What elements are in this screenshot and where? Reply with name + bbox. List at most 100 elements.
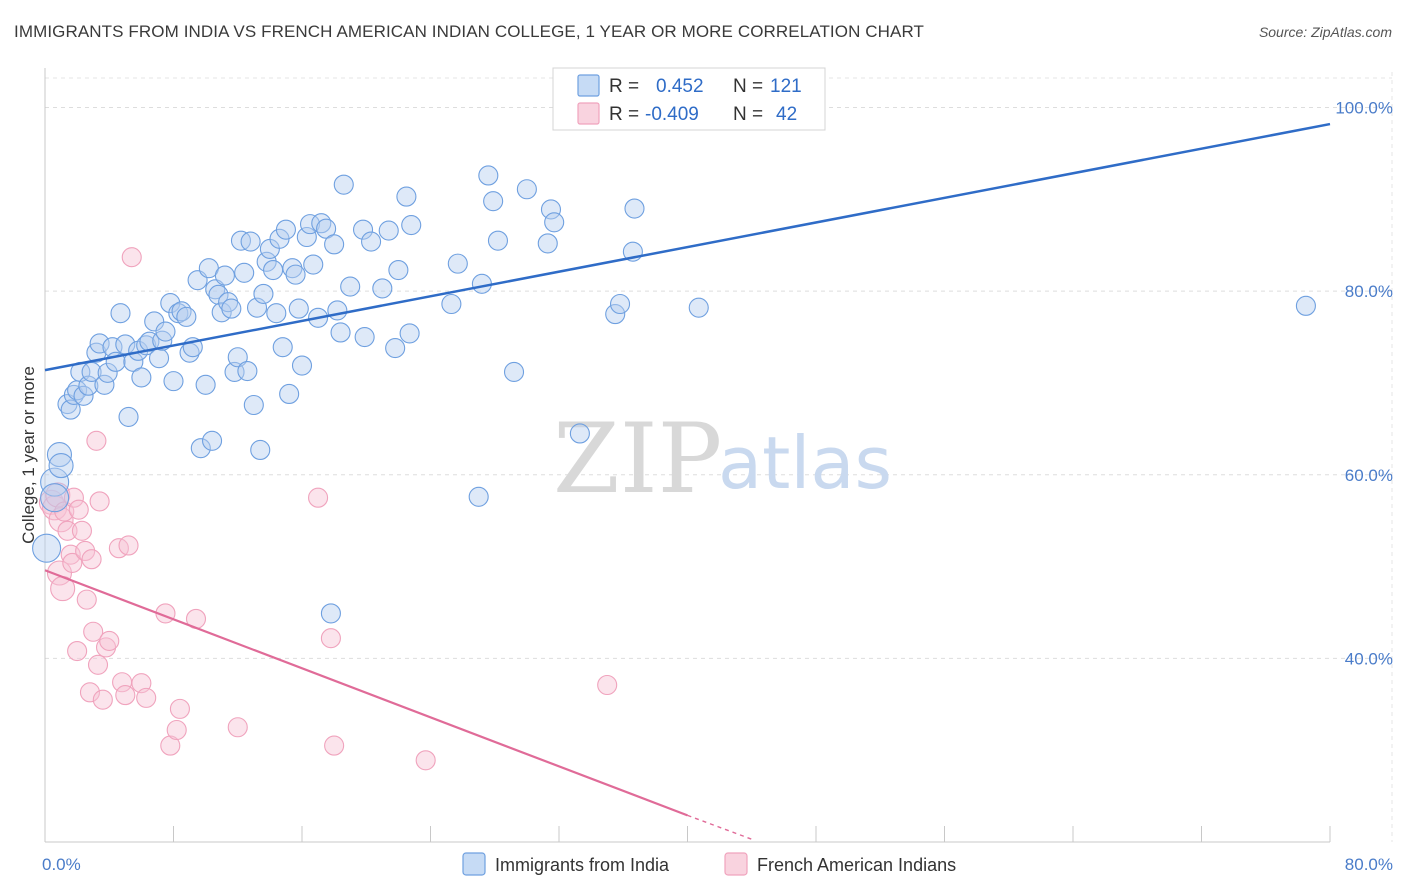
india-point-30	[155, 321, 176, 342]
y-tick-label-1: 80.0%	[1345, 282, 1393, 301]
french-american-indians-point-21	[89, 491, 110, 512]
india-point-92	[401, 215, 422, 236]
french-american-indians-point-24	[99, 630, 120, 651]
french-american-indians-point-12	[68, 499, 89, 520]
stats-r-label-pink: R =	[609, 104, 639, 125]
y-tick-label-0: 100.0%	[1335, 99, 1393, 118]
india-point-68	[285, 264, 306, 285]
india-point-88	[385, 338, 406, 359]
india-point-59	[256, 251, 277, 272]
india-point-14	[89, 333, 110, 354]
french-american-indians-point-42	[597, 674, 618, 696]
french-american-indians-point-35	[169, 698, 190, 719]
india-point-46	[214, 265, 235, 286]
india-point-15	[94, 374, 115, 395]
india-point-2	[40, 483, 70, 513]
french-american-indians-point-39	[320, 628, 341, 649]
india-point-55	[243, 394, 264, 416]
french-american-indians-point-10	[63, 487, 84, 508]
india-point-6	[60, 399, 81, 420]
y-tick-label-2: 60.0%	[1345, 466, 1393, 485]
trend-lines	[44, 122, 1331, 840]
india-point-85	[361, 231, 382, 252]
watermark-atlas: atlas	[718, 421, 892, 505]
axes	[44, 68, 1331, 843]
legend: Immigrants from India French American In…	[462, 852, 956, 876]
india-point-1	[40, 467, 70, 497]
trend-line-french-american-indians-extension	[687, 814, 752, 840]
y-tick-labels: 100.0% 80.0% 60.0% 40.0%	[1335, 99, 1393, 669]
india-point-111	[1295, 295, 1316, 316]
french-american-indians-point-2	[45, 482, 71, 508]
india-point-39	[190, 438, 211, 459]
india-point-53	[237, 360, 258, 382]
india-point-19	[110, 303, 131, 324]
french-american-indians-point-7	[57, 520, 78, 541]
french-american-indians-point-40	[324, 735, 345, 756]
stats-r-value-blue: 0.452	[656, 76, 704, 97]
trend-line-india	[44, 122, 1331, 372]
india-point-94	[447, 253, 468, 274]
india-point-109	[624, 198, 645, 219]
x-tick-labels: 0.0% 80.0%	[42, 855, 1393, 874]
india-point-91	[399, 323, 420, 344]
india-point-96	[471, 273, 492, 294]
watermark-zip: ZIP	[553, 403, 722, 515]
india-point-43	[205, 279, 226, 300]
french-american-indians-point-34	[166, 719, 187, 741]
stats-swatch-blue	[577, 74, 600, 97]
india-point-100	[503, 361, 525, 382]
stats-r-value-pink: -0.409	[645, 104, 699, 125]
india-point-86	[372, 278, 393, 299]
stats-n-value-blue: 121	[770, 76, 802, 97]
french-american-indians-point-18	[83, 621, 104, 642]
stats-n-value-pink: 42	[776, 104, 797, 125]
india-point-35	[176, 306, 197, 327]
french-american-indians-point-37	[227, 717, 248, 738]
india-point-54	[240, 231, 261, 252]
india-point-58	[253, 283, 274, 304]
series-french-american-indians	[38, 247, 618, 771]
india-point-82	[340, 276, 361, 297]
french-american-indians-point-11	[67, 640, 88, 662]
french-american-indians-point-15	[76, 589, 97, 610]
india-point-83	[352, 219, 374, 240]
india-point-3	[46, 442, 73, 468]
french-american-indians-point-28	[118, 535, 139, 556]
india-point-50	[227, 347, 248, 368]
french-american-indians-point-27	[115, 685, 136, 706]
french-american-indians-point-22	[92, 689, 113, 710]
french-american-indians-point-16	[79, 682, 101, 703]
india-point-101	[516, 179, 537, 200]
india-point-69	[288, 298, 309, 319]
india-point-99	[487, 230, 509, 251]
india-point-80	[330, 322, 351, 343]
legend-label-india: Immigrants from India	[495, 855, 670, 875]
legend-swatch-french-american-indians	[724, 852, 748, 876]
india-point-71	[296, 226, 317, 248]
india-point-21	[118, 406, 139, 427]
india-point-24	[131, 367, 152, 388]
india-point-93	[441, 293, 462, 315]
india-point-48	[221, 298, 242, 319]
india-point-84	[354, 327, 375, 348]
stats-n-label-blue: N =	[733, 76, 763, 97]
india-point-31	[160, 293, 181, 314]
y-axis-title: College, 1 year or more	[19, 366, 38, 544]
india-point-102	[537, 233, 558, 254]
french-american-indians-point-29	[121, 247, 142, 268]
french-american-indians-point-13	[71, 520, 92, 541]
source-credit: Source: ZipAtlas.com	[1258, 24, 1392, 40]
india-point-95	[468, 486, 489, 507]
india-point-110	[688, 297, 709, 318]
french-american-indians-point-14	[75, 540, 96, 562]
india-point-62	[266, 303, 287, 324]
india-point-0	[32, 533, 62, 563]
india-point-104	[544, 212, 565, 233]
y-tick-label-3: 40.0%	[1345, 649, 1393, 668]
french-american-indians-point-41	[415, 750, 436, 771]
stats-swatch-pink	[577, 102, 600, 125]
french-american-indians-point-20	[87, 654, 109, 675]
india-point-89	[388, 259, 409, 281]
french-american-indians-point-19	[86, 430, 107, 451]
